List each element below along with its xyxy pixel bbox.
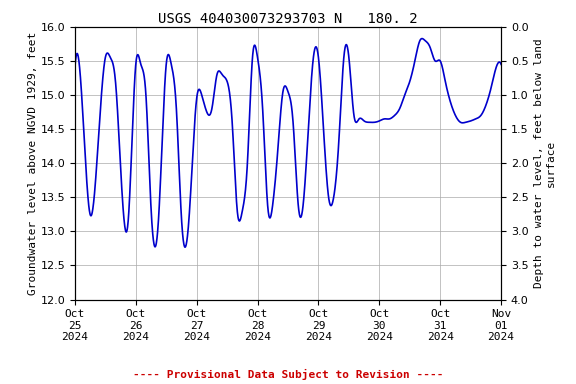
Y-axis label: Groundwater level above NGVD 1929, feet: Groundwater level above NGVD 1929, feet xyxy=(28,31,37,295)
Title: USGS 404030073293703 N   180. 2: USGS 404030073293703 N 180. 2 xyxy=(158,12,418,26)
Y-axis label: Depth to water level, feet below land
surface: Depth to water level, feet below land su… xyxy=(534,38,556,288)
Text: ---- Provisional Data Subject to Revision ----: ---- Provisional Data Subject to Revisio… xyxy=(132,369,444,380)
